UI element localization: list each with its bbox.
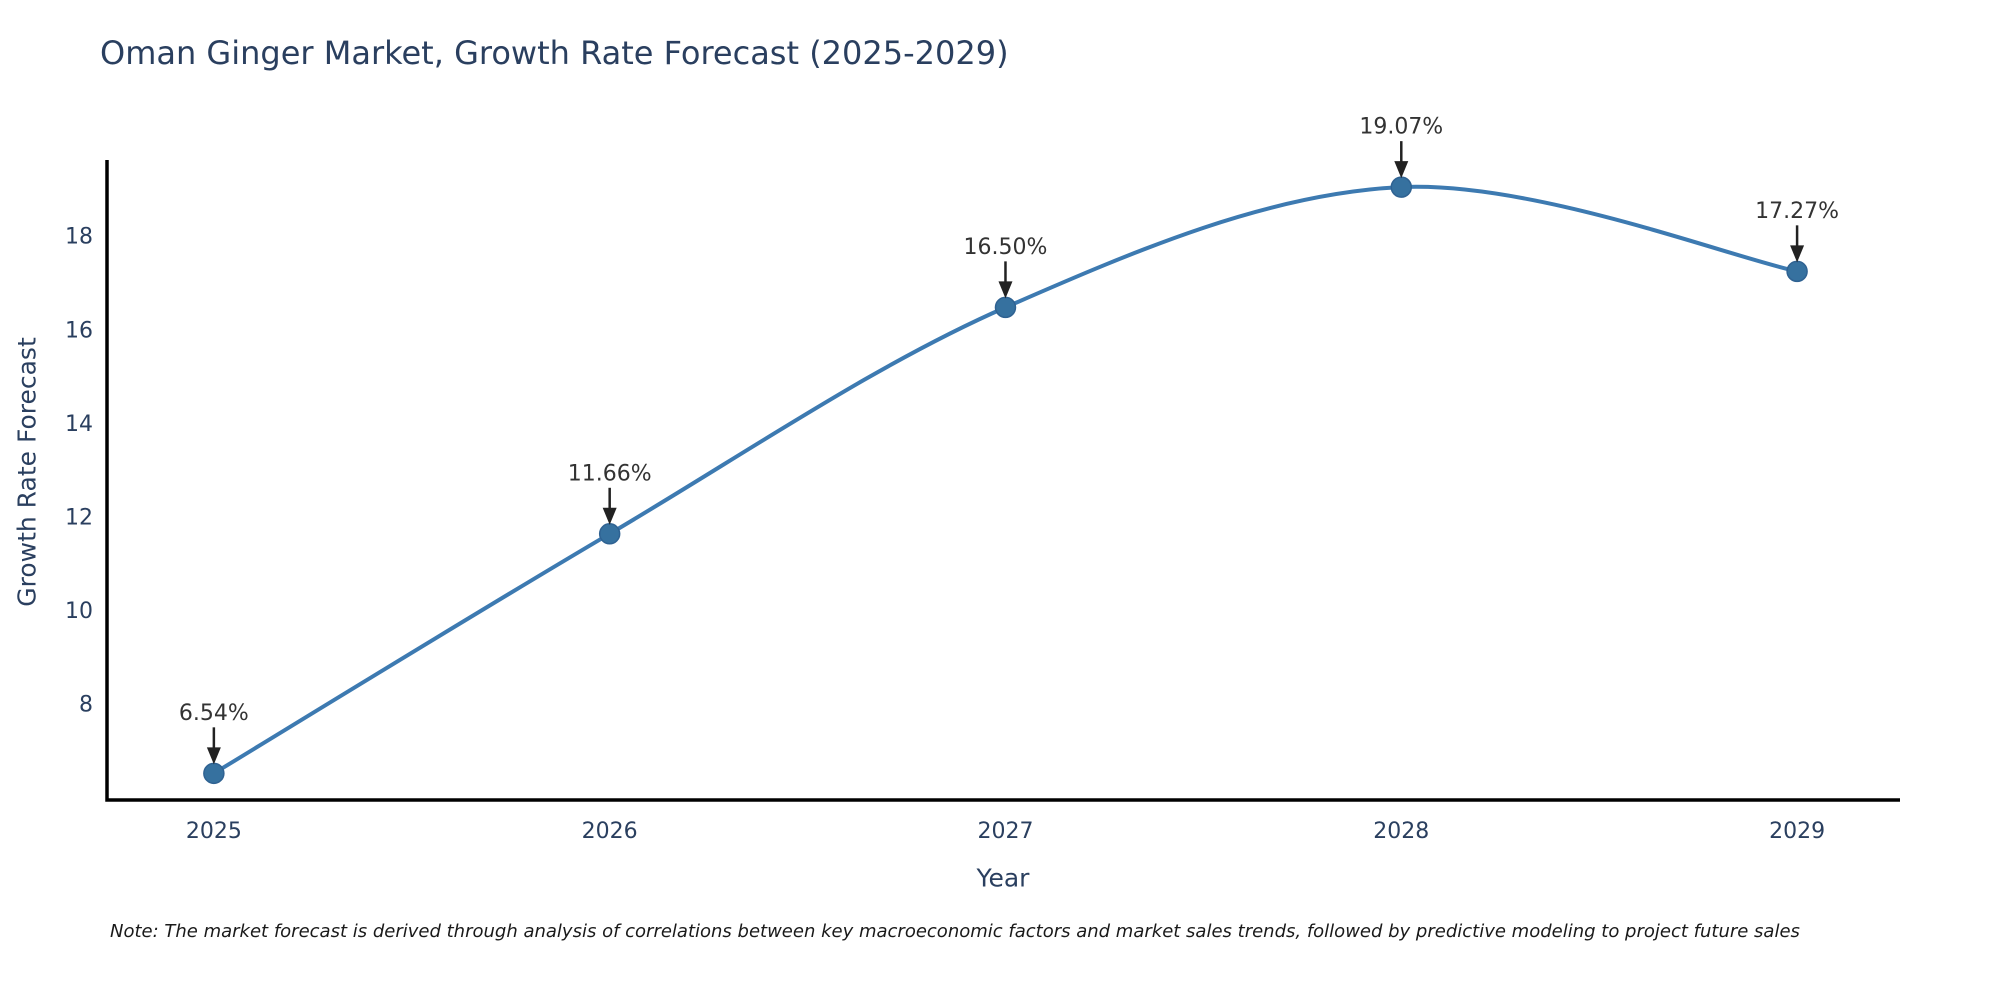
y-tick-label-14: 14 (65, 412, 93, 437)
point-annotation-2027: 16.50% (964, 235, 1048, 260)
data-point-2025[interactable] (203, 762, 225, 785)
data-point-2027[interactable] (994, 296, 1017, 319)
data-point-2029[interactable] (1786, 260, 1808, 283)
y-tick-label-12: 12 (65, 505, 93, 530)
chart-title: Oman Ginger Market, Growth Rate Forecast… (100, 34, 1009, 72)
x-tick-label-2029: 2029 (1769, 819, 1825, 844)
axis-lines (105, 160, 1900, 802)
point-annotation-2028: 19.07% (1359, 115, 1443, 140)
x-tick-label-2027: 2027 (977, 819, 1033, 844)
annotation-arrowhead-icon (998, 281, 1013, 299)
annotation-arrowhead-icon (1394, 161, 1409, 179)
y-tick-label-8: 8 (79, 693, 93, 718)
data-point-2028[interactable] (1390, 176, 1413, 198)
x-tick-label-2028: 2028 (1373, 819, 1429, 844)
x-axis-title: Year (976, 863, 1030, 893)
data-point-2026[interactable] (598, 523, 621, 545)
y-tick-label-18: 18 (65, 225, 93, 250)
y-tick-label-10: 10 (65, 599, 93, 624)
footnote: Note: The market forecast is derived thr… (110, 921, 1800, 942)
y-tick-label-16: 16 (65, 318, 93, 343)
point-annotation-2029: 17.27% (1755, 199, 1839, 224)
annotation-arrowhead-icon (1790, 245, 1805, 263)
point-annotation-2025: 6.54% (179, 701, 249, 726)
x-tick-label-2026: 2026 (582, 819, 638, 844)
annotation-arrowhead-icon (206, 747, 221, 765)
point-annotation-2026: 11.66% (568, 461, 652, 486)
x-tick-label-2025: 2025 (186, 819, 242, 844)
annotation-arrowhead-icon (602, 507, 617, 525)
